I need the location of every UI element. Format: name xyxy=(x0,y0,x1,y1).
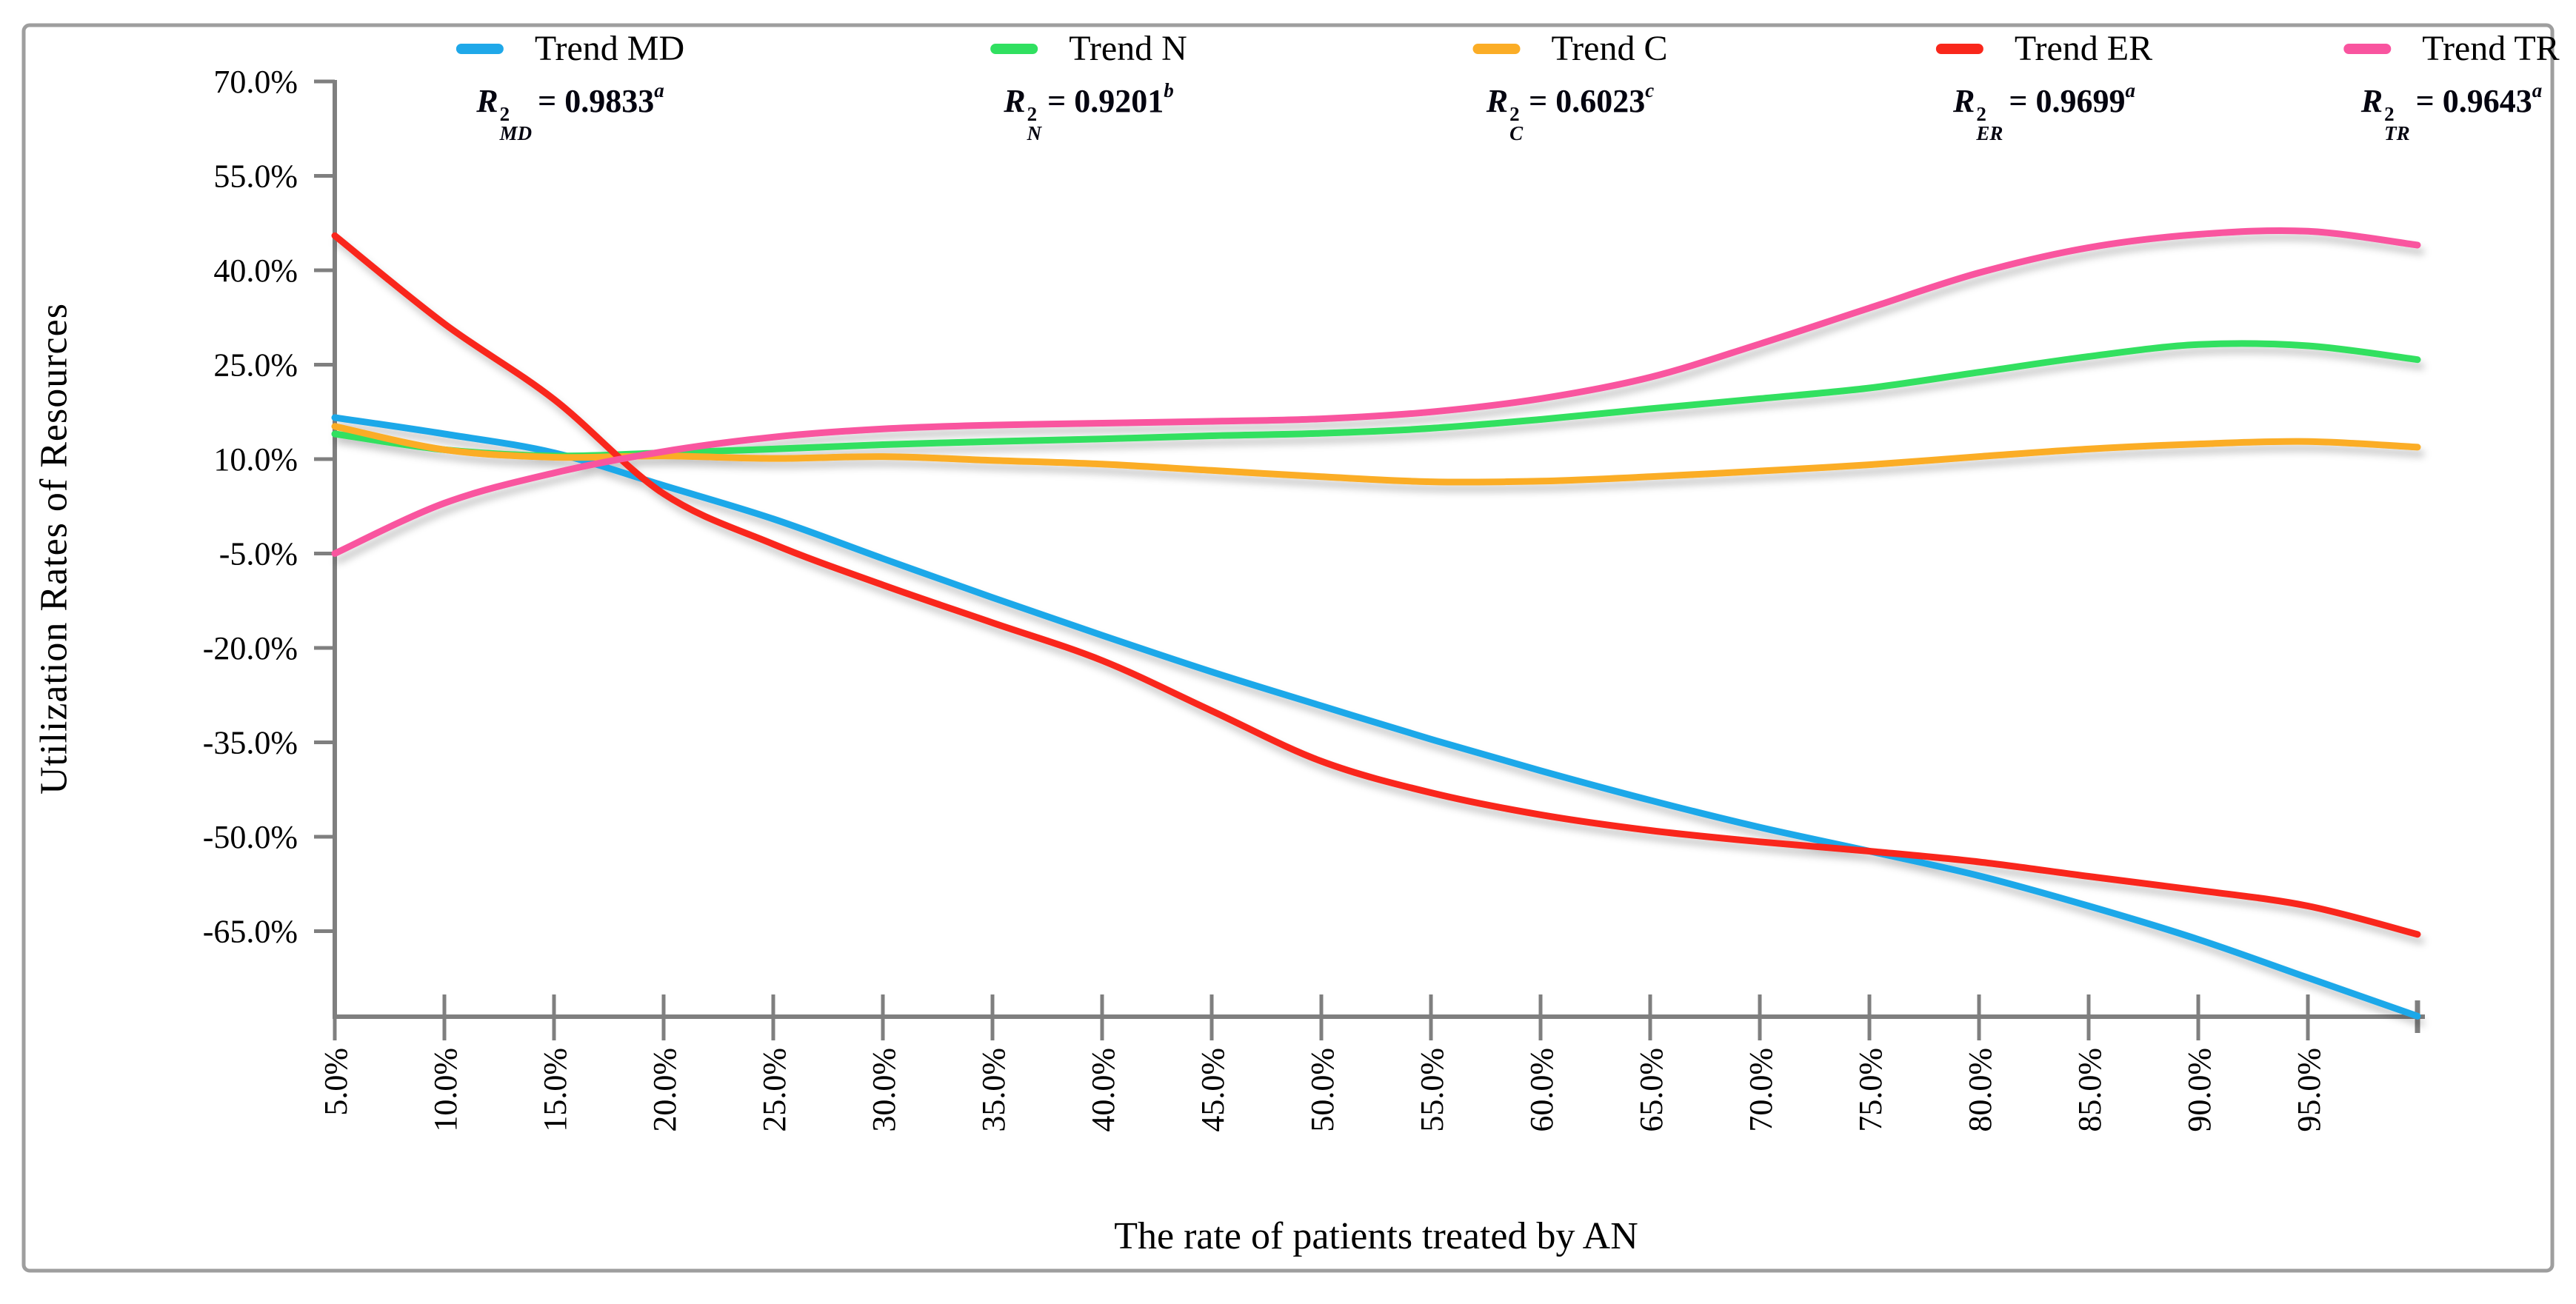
y-tick-label: -20.0% xyxy=(203,630,298,666)
x-tick-label: 65.0% xyxy=(1633,1048,1669,1132)
legend-row: Trend ER xyxy=(1935,28,2153,69)
legend-dash-icon xyxy=(1472,43,1521,54)
x-tick-label: 90.0% xyxy=(2181,1048,2218,1132)
legend-r2-formula: R 2 C = 0.6023c xyxy=(1486,79,1655,144)
legend-row: Trend N xyxy=(990,28,1187,69)
x-tick-label: 45.0% xyxy=(1195,1048,1231,1132)
legend-row: Trend TR xyxy=(2343,28,2560,69)
curves-group xyxy=(331,227,2421,1020)
y-tick-label: -65.0% xyxy=(203,914,298,950)
legend-r2-formula: R 2 TR = 0.9643a xyxy=(2360,79,2543,144)
legend-entry-trend-c: Trend C R 2 C = 0.6023c xyxy=(1472,28,1668,144)
y-tick-label: -35.0% xyxy=(203,725,298,761)
trend-line-trend-c xyxy=(331,423,2421,486)
x-tick-label: 30.0% xyxy=(866,1048,902,1132)
trend-line-trend-er xyxy=(331,232,2421,938)
x-tick-label: 95.0% xyxy=(2291,1048,2327,1132)
legend-entry-trend-n: Trend N R 2 N = 0.9201b xyxy=(990,28,1187,144)
x-tick-label: 60.0% xyxy=(1524,1048,1560,1132)
x-tick-label: 75.0% xyxy=(1852,1048,1889,1132)
legend-dash-icon xyxy=(1935,43,1983,54)
legend-entry-trend-er: Trend ER R 2 ER = 0.9699a xyxy=(1935,28,2153,144)
trend-line-trend-n xyxy=(331,340,2421,460)
y-tick-label: 70.0% xyxy=(213,64,298,100)
x-tick-label: 70.0% xyxy=(1743,1048,1779,1132)
x-tick-label: 10.0% xyxy=(427,1048,464,1132)
y-tick-label: -50.0% xyxy=(203,819,298,855)
legend-row: Trend MD xyxy=(456,28,684,69)
legend-label: Trend N xyxy=(1069,29,1187,68)
x-tick-label: 25.0% xyxy=(756,1048,793,1132)
x-tick-label: 20.0% xyxy=(647,1048,683,1132)
legend: Trend MD R 2 MD = 0.9833a Trend N R 2 N = 0.9201b… xyxy=(0,0,2576,163)
x-tick-label: 55.0% xyxy=(1414,1048,1450,1132)
x-tick-label: 5.0% xyxy=(318,1048,354,1116)
legend-dash-icon xyxy=(2343,43,2392,54)
legend-dash-icon xyxy=(990,43,1038,54)
legend-dash-icon xyxy=(456,43,504,54)
x-axis-title: The rate of patients treated by AN xyxy=(1114,1215,1638,1257)
legend-r2-formula: R 2 N = 0.9201b xyxy=(1004,79,1174,144)
legend-entry-trend-md: Trend MD R 2 MD = 0.9833a xyxy=(456,28,684,144)
x-tick-label: 15.0% xyxy=(537,1048,573,1132)
legend-label: Trend C xyxy=(1551,29,1668,68)
figure-border xyxy=(21,23,2555,1273)
x-tick-label: 35.0% xyxy=(975,1048,1012,1132)
legend-r2-formula: R 2 ER = 0.9699a xyxy=(1953,79,2135,144)
x-tick-label: 85.0% xyxy=(2072,1048,2108,1132)
legend-r2-formula: R 2 MD = 0.9833a xyxy=(476,79,664,144)
trend-line-trend-tr xyxy=(331,227,2421,557)
trend-line-trend-md xyxy=(331,414,2421,1020)
x-tick-label: 50.0% xyxy=(1304,1048,1341,1132)
x-tick-label: 40.0% xyxy=(1085,1048,1121,1132)
y-tick-label: 55.0% xyxy=(213,158,298,195)
legend-row: Trend C xyxy=(1472,28,1668,69)
x-tick-label: 80.0% xyxy=(1962,1048,1998,1132)
legend-label: Trend ER xyxy=(2014,29,2153,68)
legend-entry-trend-tr: Trend TR R 2 TR = 0.9643a xyxy=(2343,28,2560,144)
y-axis-title: Utilization Rates of Resources xyxy=(33,303,76,795)
y-tick-label: 40.0% xyxy=(213,253,298,289)
y-tick-label: 10.0% xyxy=(213,441,298,478)
legend-label: Trend TR xyxy=(2422,29,2560,68)
y-tick-label: 25.0% xyxy=(213,347,298,384)
legend-label: Trend MD xyxy=(534,29,685,68)
y-tick-label: -5.0% xyxy=(219,536,298,572)
